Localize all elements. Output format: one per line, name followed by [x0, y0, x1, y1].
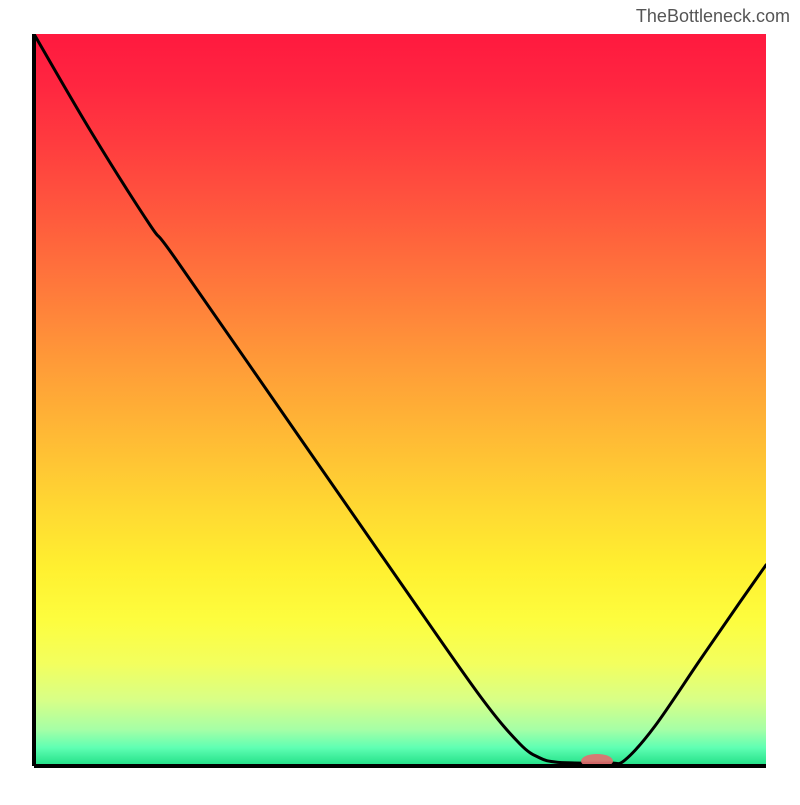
watermark-text: TheBottleneck.com — [636, 6, 790, 27]
chart-svg — [0, 0, 800, 800]
bottleneck-chart — [0, 0, 800, 800]
chart-background — [34, 34, 766, 766]
